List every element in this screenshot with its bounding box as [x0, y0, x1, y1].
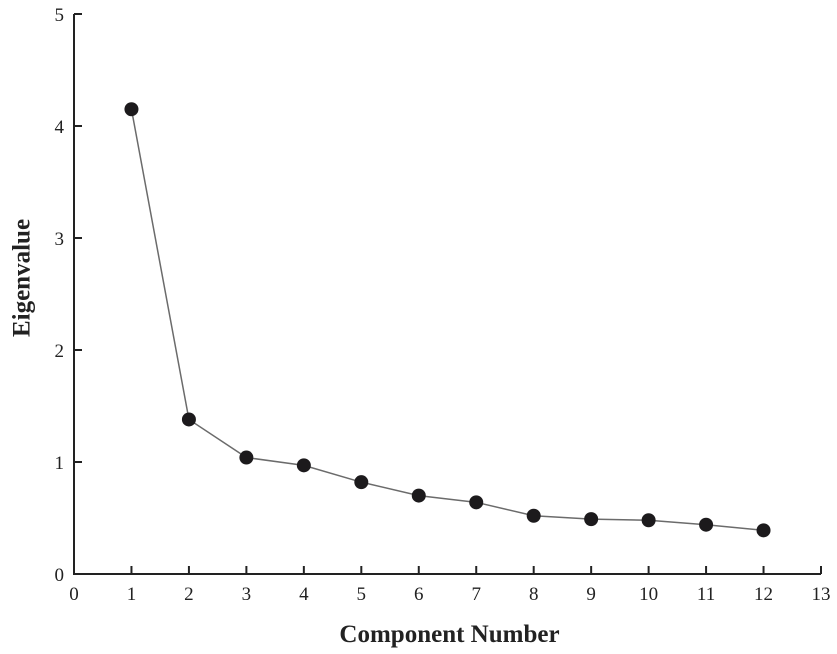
- x-tick-label: 8: [529, 584, 539, 605]
- x-tick-label: 5: [357, 584, 367, 605]
- data-point: [411, 488, 426, 503]
- data-point: [526, 508, 541, 523]
- y-axis-ticks: 0 1 2 3 4 5: [55, 5, 82, 586]
- x-tick-label: 7: [471, 584, 481, 605]
- x-tick-label: 12: [754, 584, 773, 605]
- x-tick-label: 6: [414, 584, 424, 605]
- x-tick-label: 9: [586, 584, 596, 605]
- data-point: [239, 450, 254, 465]
- series-line: [130, 109, 764, 532]
- y-axis-title: Eigenvalue: [9, 219, 36, 337]
- axes: [73, 14, 821, 575]
- data-point: [181, 412, 196, 427]
- x-tick-label: 1: [127, 584, 137, 605]
- data-point: [641, 513, 656, 528]
- x-tick-label: 0: [69, 584, 79, 605]
- x-tick-label: 2: [184, 584, 194, 605]
- data-point: [469, 495, 484, 510]
- y-tick-label: 2: [55, 341, 65, 362]
- y-tick-label: 1: [55, 453, 65, 474]
- data-point: [756, 523, 771, 538]
- x-axis-title: Component Number: [339, 621, 559, 648]
- axis-lines: [73, 14, 821, 575]
- x-tick-label: 11: [697, 584, 715, 605]
- x-tick-label: 3: [242, 584, 252, 605]
- y-tick-label: 4: [55, 117, 65, 138]
- data-point: [124, 102, 139, 117]
- y-tick-label: 5: [55, 5, 65, 26]
- x-axis-ticks: 0 1 2 3 4 5 6 7 8 9 10 11 12 13: [69, 566, 831, 605]
- y-tick-label: 3: [55, 229, 65, 250]
- data-point: [584, 512, 599, 527]
- x-tick-label: 4: [299, 584, 309, 605]
- data-point: [699, 517, 714, 532]
- series-group: [124, 102, 771, 538]
- data-point: [354, 475, 369, 490]
- x-tick-label: 13: [812, 584, 831, 605]
- x-tick-label: 10: [639, 584, 658, 605]
- data-point: [296, 458, 311, 473]
- y-tick-label: 0: [55, 565, 65, 586]
